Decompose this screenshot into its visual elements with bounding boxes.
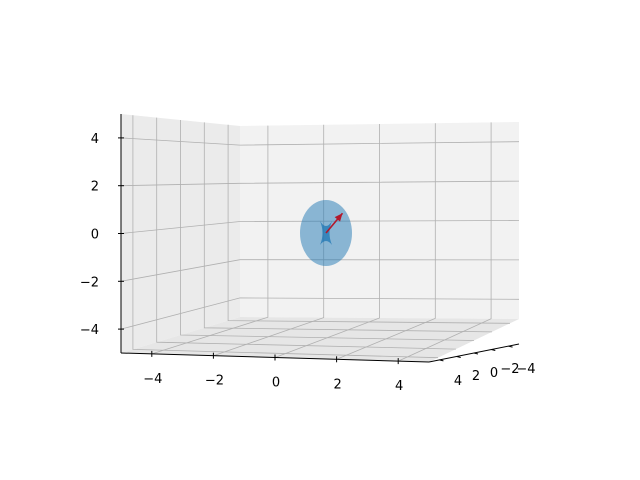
z-tick-label: −4: [80, 323, 99, 338]
vector-head: [334, 213, 343, 222]
y-grid-line: [180, 120, 475, 341]
x-grid-line: [151, 125, 269, 355]
y-tick: [456, 355, 461, 358]
y-grid-line: [227, 124, 511, 324]
y-tick: [491, 349, 496, 352]
y-tick: [508, 345, 513, 348]
x-tick-label: 4: [395, 379, 403, 394]
x-tick-label: 0: [272, 376, 280, 391]
x-grid-line: [274, 124, 380, 358]
z-tick-label: 2: [91, 180, 99, 195]
vector-arrow: [325, 212, 344, 234]
z-tick-label: 0: [91, 228, 99, 243]
x-grid-line: [336, 123, 436, 360]
y-tick-label: 4: [454, 374, 462, 389]
z-grid-line: [120, 259, 520, 282]
y-grid-line: [132, 115, 439, 359]
tick-labels: 420−2−4−4 −2 0 2 4 4 2 0 −2−4: [80, 132, 536, 394]
z-tick-label: 4: [91, 132, 99, 147]
z-grid-line: [120, 180, 520, 187]
y-tick-label: −4: [516, 362, 535, 377]
y-tick: [439, 359, 444, 362]
grid-lines: [120, 115, 520, 362]
z-grid-line: [120, 137, 520, 146]
x-grid-line: [213, 124, 325, 357]
x-tick-label: −2: [205, 374, 224, 389]
y-tick-label: 0: [490, 366, 498, 381]
y-tick-label: 2: [472, 369, 480, 384]
z-grid-line: [120, 220, 520, 234]
z-tick-label: −2: [80, 275, 99, 290]
z-grid-line: [120, 297, 520, 330]
tick-marks: [118, 137, 513, 365]
y-tick: [473, 352, 479, 355]
x-grid-line: [398, 122, 492, 362]
x-tick-label: −4: [143, 372, 162, 387]
x-tick-label: 2: [333, 377, 341, 392]
y-tick-label: −2: [500, 362, 519, 377]
y-grid-line: [203, 122, 493, 333]
y-grid-line: [156, 117, 457, 350]
